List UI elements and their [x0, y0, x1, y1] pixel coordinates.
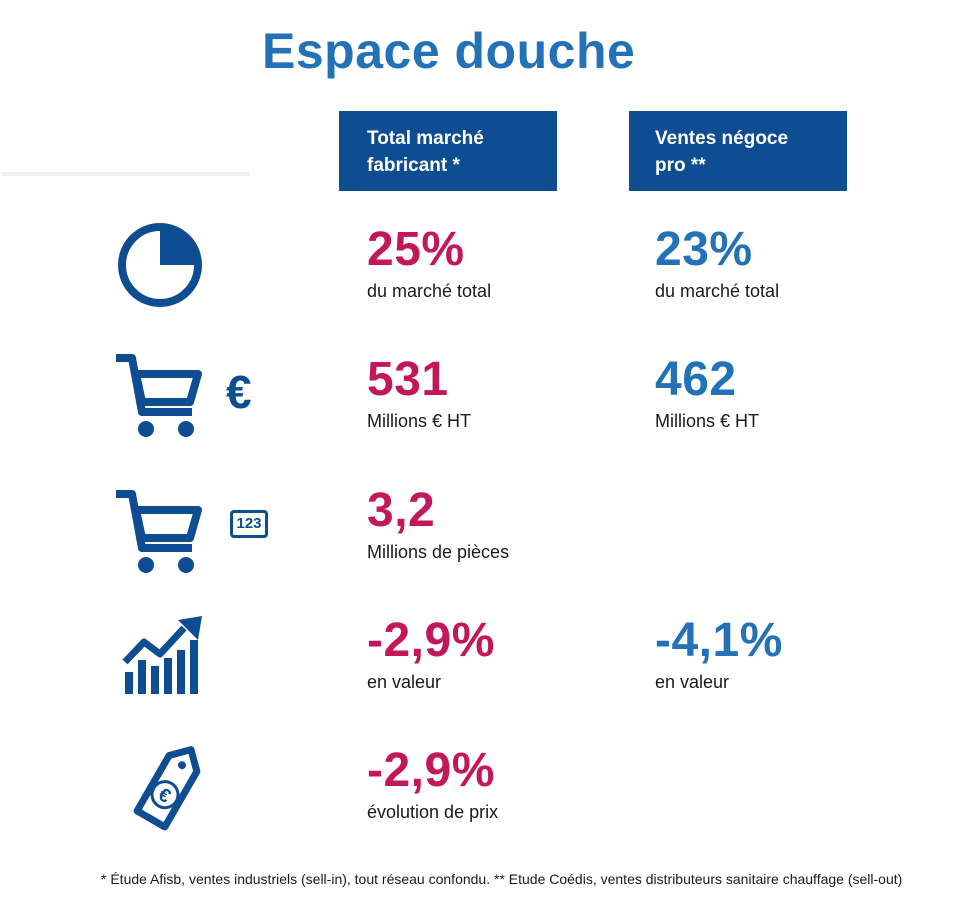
page-title: Espace douche [262, 23, 636, 79]
stat-value: 25% [367, 223, 465, 276]
stat-label: Millions € HT [367, 411, 472, 431]
count-icon: 123 [230, 510, 268, 538]
divider [2, 172, 250, 176]
stat-label: Millions de pièces [367, 542, 510, 562]
stat-label: en valeur [655, 672, 730, 692]
stat-value: 3,2 [367, 484, 436, 537]
column-header-fabricant: Total marché fabricant * [339, 111, 557, 191]
stat-value: -4,1% [655, 614, 783, 667]
stat-fabricant-value: 531 Millions € HT [367, 354, 471, 432]
price-tag-euro-icon: € [124, 738, 216, 839]
stat-label: du marché total [655, 281, 780, 301]
stat-value: 531 [367, 353, 449, 406]
stat-fabricant-share: 25% du marché total [367, 224, 491, 302]
cart-icon [112, 486, 204, 583]
stat-label: en valeur [367, 672, 442, 692]
stat-value: 462 [655, 353, 737, 406]
stat-label: du marché total [367, 281, 492, 301]
stat-fabricant-price: -2,9% évolution de prix [367, 745, 498, 823]
stat-value: -2,9% [367, 744, 495, 797]
stat-negoce-evolution: -4,1% en valeur [655, 615, 783, 693]
pie-chart-icon [116, 221, 206, 316]
stat-fabricant-pieces: 3,2 Millions de pièces [367, 485, 509, 563]
stat-label: Millions € HT [655, 411, 760, 431]
footnote: * Étude Afisb, ventes industriels (sell-… [101, 871, 903, 887]
column-header-negoce: Ventes négoce pro ** [629, 111, 847, 191]
stat-label: évolution de prix [367, 802, 499, 822]
growth-chart-icon [122, 614, 206, 701]
stat-negoce-share: 23% du marché total [655, 224, 779, 302]
stat-value: 23% [655, 223, 753, 276]
cart-icon [112, 350, 204, 447]
stat-negoce-value: 462 Millions € HT [655, 354, 759, 432]
stat-fabricant-evolution: -2,9% en valeur [367, 615, 495, 693]
euro-icon: € [226, 366, 252, 418]
stat-value: -2,9% [367, 614, 495, 667]
